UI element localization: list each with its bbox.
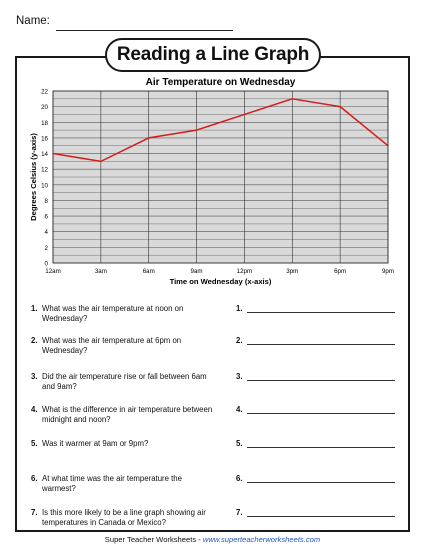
- y-tick-label: 20: [41, 104, 48, 111]
- answer-line-1[interactable]: [247, 312, 395, 313]
- footer-link[interactable]: www.superteacherworksheets.com: [202, 535, 321, 544]
- footer-brand: Super Teacher Worksheets -: [104, 535, 203, 544]
- footer: Super Teacher Worksheets - www.superteac…: [0, 535, 425, 544]
- y-tick-label: 10: [41, 182, 48, 189]
- question-number: 3.: [31, 372, 38, 381]
- chart-title: Air Temperature on Wednesday: [146, 77, 296, 88]
- y-tick-label: 6: [45, 214, 49, 221]
- worksheet-title: Reading a Line Graph: [105, 38, 321, 72]
- question-text: Is this more likely to be a line graph s…: [42, 508, 206, 527]
- answer-line-6[interactable]: [247, 482, 395, 483]
- y-tick-label: 12: [41, 167, 48, 174]
- y-tick-label: 14: [41, 151, 48, 158]
- x-tick-label: 9pm: [382, 268, 394, 275]
- plot-border: [52, 90, 389, 264]
- series-segment: [195, 113, 246, 131]
- answer-line-3[interactable]: [247, 380, 395, 381]
- x-tick-label: 6am: [143, 268, 155, 275]
- question-text: At what time was the air temperature the…: [42, 474, 182, 493]
- answer-number: 6.: [236, 474, 243, 483]
- series-segment: [339, 105, 389, 147]
- y-tick-label: 2: [45, 245, 49, 252]
- series-segment: [291, 98, 341, 108]
- y-tick-label: 22: [41, 89, 48, 96]
- question-number: 6.: [31, 474, 38, 483]
- y-tick-label: 8: [45, 198, 49, 205]
- answer-number: 3.: [236, 372, 243, 381]
- x-tick-label: 9am: [191, 268, 203, 275]
- x-tick-label: 6pm: [334, 268, 346, 275]
- series-segment: [243, 98, 294, 116]
- x-tick-label: 3am: [95, 268, 107, 275]
- answer-line-7[interactable]: [247, 516, 395, 517]
- question-number: 2.: [31, 336, 38, 345]
- answer-number: 7.: [236, 508, 243, 517]
- answer-line-2[interactable]: [247, 344, 395, 345]
- line-chart: Air Temperature on Wednesday 0 2 4 6 8 10 12 14 1…: [29, 77, 394, 286]
- answer-number: 2.: [236, 336, 243, 345]
- series-segment: [100, 137, 150, 163]
- y-axis-label: Degrees Celsius (y-axis): [29, 133, 38, 221]
- series-segment: [147, 129, 198, 139]
- question-text: What was the air temperature at noon on …: [42, 304, 184, 323]
- y-tick-label: 4: [45, 229, 49, 236]
- y-tick-label: 16: [41, 135, 48, 142]
- question-number: 1.: [31, 304, 38, 313]
- question-text: Was it warmer at 9am or 9pm?: [42, 439, 149, 448]
- x-tick-label: 12am: [45, 268, 60, 275]
- question-text: What was the air temperature at 6pm on W…: [42, 336, 182, 355]
- name-input-line[interactable]: [56, 30, 233, 31]
- question-number: 7.: [31, 508, 38, 517]
- answer-number: 1.: [236, 304, 243, 313]
- x-tick-label: 12pm: [237, 268, 252, 275]
- answer-number: 5.: [236, 439, 243, 448]
- series-segment: [52, 152, 102, 163]
- answer-number: 4.: [236, 405, 243, 414]
- question-text: What is the difference in air temperatur…: [42, 405, 213, 424]
- question-number: 5.: [31, 439, 38, 448]
- question-text: Did the air temperature rise or fall bet…: [42, 372, 207, 391]
- answer-line-5[interactable]: [247, 447, 395, 448]
- answer-line-4[interactable]: [247, 413, 395, 414]
- name-label: Name:: [16, 15, 50, 27]
- question-number: 4.: [31, 405, 38, 414]
- x-axis-label: Time on Wednesday (x-axis): [170, 277, 272, 286]
- x-tick-label: 3pm: [286, 268, 298, 275]
- y-tick-label: 18: [41, 120, 48, 127]
- y-tick-label: 0: [45, 261, 49, 268]
